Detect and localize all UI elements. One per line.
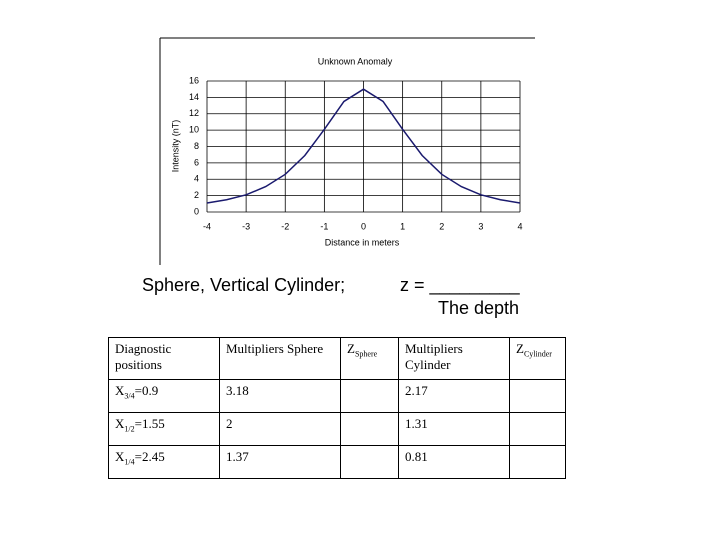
subscript: 1/4 [124,457,135,467]
symbol: X [115,383,125,398]
empty-cell [340,379,399,413]
table-row: X1/2=1.55 2 1.31 [108,412,566,446]
cylinder-cell: 1.31 [398,412,510,446]
sphere-cell: 1.37 [219,445,341,479]
x-tick-label: -4 [203,221,211,231]
table-row: X3/4=0.9 3.18 2.17 [108,379,566,413]
empty-cell [340,445,399,479]
header-cell: ZCylinder [509,337,566,380]
chart-title: Unknown Anomaly [318,56,393,66]
y-tick-label: 2 [194,190,199,200]
x-tick-label: 4 [517,221,522,231]
line [206,88,521,204]
table-row: X1/4=2.45 1.37 0.81 [108,445,566,479]
header-cell: ZSphere [340,337,399,380]
symbol: X [115,449,125,464]
sphere-cell: 2 [219,412,341,446]
x-tick-label: 3 [478,221,483,231]
y-tick-label: 0 [194,206,199,216]
position-cell: X1/2=1.55 [108,412,220,446]
y-tick-label: 10 [189,125,199,135]
y-tick-label: 6 [194,157,199,167]
y-tick-label: 4 [194,174,199,184]
y-tick-label: 14 [189,92,199,102]
position-cell: X3/4=0.9 [108,379,220,413]
header-cell: Multipliers Sphere [219,337,341,380]
position-value: =0.9 [134,383,159,398]
sphere-cell: 3.18 [219,379,341,413]
header-row: Diagnostic positions Multipliers Sphere … [108,337,566,380]
cylinder-cell: 2.17 [398,379,510,413]
x-tick-label: -2 [281,221,289,231]
y-tick-label: 8 [194,141,199,151]
chart: Unknown Anomaly Distance in meters Inten… [159,37,535,265]
position-cell: X1/4=2.45 [108,445,220,479]
symbol: X [115,416,125,431]
subscript: 1/2 [124,424,135,434]
x-tick-label: 0 [361,221,366,231]
position-value: =2.45 [134,449,165,464]
empty-cell [509,379,566,413]
empty-cell [509,445,566,479]
x-axis-label: Distance in meters [325,237,400,247]
x-tick-label: -1 [320,221,328,231]
position-value: =1.55 [134,416,165,431]
equation: z = _________ [400,275,520,295]
header-cell: Multipliers Cylinder [398,337,510,380]
empty-cell [340,412,399,446]
cylinder-cell: 0.81 [398,445,510,479]
x-tick-label: 1 [400,221,405,231]
header-cell: Diagnostic positions [108,337,220,380]
symbol: Z [516,341,524,356]
subscript: 3/4 [124,391,135,401]
x-tick-label: 2 [439,221,444,231]
y-axis-label: Intensity (nT) [170,120,180,173]
table: Diagnostic positions Multipliers Sphere … [108,337,566,479]
subscript: Cylinder [523,349,552,359]
y-tick-label: 12 [189,108,199,118]
symbol: Z [347,341,355,356]
x-tick-label: -3 [242,221,250,231]
models-caption: Sphere, Vertical Cylinder; [142,275,346,295]
y-tick-label: 16 [189,75,199,85]
depth-note: The depth [438,298,520,318]
empty-cell [509,412,566,446]
subscript: Sphere [354,349,378,359]
